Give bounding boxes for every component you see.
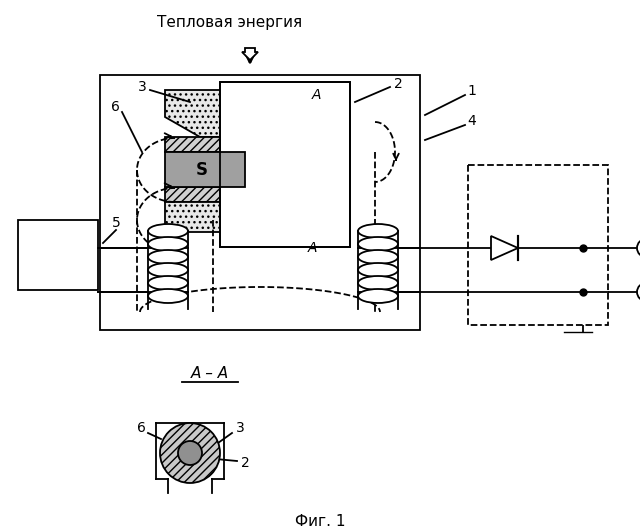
Ellipse shape	[148, 276, 188, 290]
Ellipse shape	[358, 250, 398, 264]
Text: Фиг. 1: Фиг. 1	[295, 514, 345, 529]
Text: 4: 4	[468, 114, 476, 128]
Polygon shape	[491, 236, 518, 260]
Bar	[468, 165, 608, 325]
FancyArrow shape	[242, 48, 258, 60]
Ellipse shape	[148, 263, 188, 277]
Text: Тепловая энергия: Тепловая энергия	[157, 14, 303, 29]
Text: A – A: A – A	[191, 367, 229, 381]
Text: 8: 8	[586, 170, 595, 184]
Ellipse shape	[358, 289, 398, 303]
Circle shape	[178, 441, 202, 465]
Text: 5: 5	[111, 216, 120, 230]
Circle shape	[160, 423, 220, 483]
Polygon shape	[165, 137, 235, 152]
Polygon shape	[165, 90, 270, 137]
Polygon shape	[235, 187, 270, 202]
Text: 3: 3	[138, 80, 147, 94]
Polygon shape	[165, 152, 245, 187]
Polygon shape	[235, 117, 270, 152]
Text: 3: 3	[236, 421, 244, 435]
Ellipse shape	[358, 263, 398, 277]
Bar	[220, 82, 350, 247]
Circle shape	[637, 239, 640, 257]
Ellipse shape	[148, 237, 188, 251]
Text: +: +	[579, 255, 591, 269]
Ellipse shape	[358, 276, 398, 290]
Text: 2: 2	[241, 456, 250, 470]
Text: S: S	[196, 161, 208, 179]
Circle shape	[637, 283, 640, 301]
Text: A: A	[311, 88, 321, 102]
Ellipse shape	[148, 224, 188, 238]
Ellipse shape	[148, 250, 188, 264]
Ellipse shape	[148, 289, 188, 303]
Polygon shape	[165, 202, 270, 232]
Polygon shape	[165, 187, 245, 202]
Bar	[100, 75, 420, 330]
Text: 6: 6	[136, 421, 145, 435]
Ellipse shape	[358, 224, 398, 238]
Text: A: A	[307, 241, 317, 255]
Text: 1: 1	[468, 84, 476, 98]
Text: 6: 6	[111, 100, 120, 114]
Text: 7: 7	[53, 247, 63, 262]
Bar	[18, 220, 98, 290]
Ellipse shape	[358, 237, 398, 251]
Text: 2: 2	[394, 77, 403, 91]
Bar	[220, 82, 350, 247]
